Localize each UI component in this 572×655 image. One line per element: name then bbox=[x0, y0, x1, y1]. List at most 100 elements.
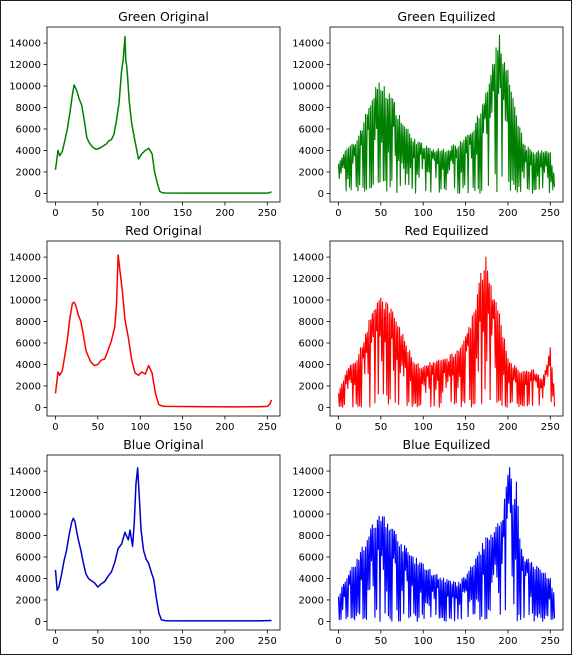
blue-original-panel: Blue Original 0 50 100 150 200 250 0 2000 4000 600… bbox=[9, 437, 281, 647]
red-equalized-y-tick-label: 0 bbox=[318, 403, 324, 414]
green-equalized-x-tick-label: 150 bbox=[456, 208, 475, 219]
red-equalized-y-tick-label: 4000 bbox=[299, 360, 324, 371]
blue-original-y-tick-label: 0 bbox=[35, 617, 41, 628]
red-equalized-panel: Red Equilized 0 50 100 150 200 250 0 2000 4000 600… bbox=[292, 223, 564, 433]
red-original-y-tick-label: 10000 bbox=[9, 296, 41, 307]
red-equalized-y-tick-label: 14000 bbox=[292, 253, 324, 264]
green-original-y-tick-label: 0 bbox=[35, 189, 41, 200]
green-original-x-tick-label: 100 bbox=[131, 208, 150, 219]
blue-original-y-tick-label: 8000 bbox=[16, 531, 41, 542]
red-original-series-line bbox=[54, 254, 273, 408]
green-original-x-tick-label: 250 bbox=[258, 208, 277, 219]
red-original-y-tick-label: 2000 bbox=[16, 381, 41, 392]
red-original-y-tick-label: 8000 bbox=[16, 317, 41, 328]
red-equalized-series-line bbox=[337, 256, 556, 408]
green-equalized-x-tick-label: 250 bbox=[541, 208, 560, 219]
blue-equalized-x-tick-label: 150 bbox=[456, 636, 475, 647]
blue-original-y-tick-label: 12000 bbox=[9, 488, 41, 499]
red-original-axes-frame bbox=[46, 240, 281, 417]
red-equalized-x-tick-label: 0 bbox=[335, 422, 341, 433]
blue-equalized-x-tick-label: 50 bbox=[374, 636, 387, 647]
green-original-y-tick-label: 12000 bbox=[9, 60, 41, 71]
green-original-x-tick-label: 150 bbox=[173, 208, 192, 219]
red-original-x-tick-label: 200 bbox=[215, 422, 234, 433]
green-original-x-tick-label: 0 bbox=[52, 208, 58, 219]
blue-original-x-tick-label: 250 bbox=[258, 636, 277, 647]
red-original-panel: Red Original 0 50 100 150 200 250 0 2000 4000 6000… bbox=[9, 223, 281, 433]
blue-original-x-tick-label: 0 bbox=[52, 636, 58, 647]
blue-original-x-tick-label: 50 bbox=[91, 636, 104, 647]
green-equalized-x-tick-label: 0 bbox=[335, 208, 341, 219]
green-equalized-y-tick-label: 14000 bbox=[292, 39, 324, 50]
red-original-y-tick-label: 12000 bbox=[9, 274, 41, 285]
red-equalized-x-tick-label: 50 bbox=[374, 422, 387, 433]
green-equalized-y-tick-label: 4000 bbox=[299, 146, 324, 157]
blue-original-axes-frame bbox=[46, 454, 281, 631]
green-original-y-tick-label: 14000 bbox=[9, 39, 41, 50]
blue-equalized-x-tick-label: 250 bbox=[541, 636, 560, 647]
red-original-x-tick-label: 0 bbox=[52, 422, 58, 433]
blue-original-y-tick-label: 10000 bbox=[9, 510, 41, 521]
blue-original-x-tick-label: 100 bbox=[131, 636, 150, 647]
red-equalized-y-tick-label: 8000 bbox=[299, 317, 324, 328]
green-equalized-axes-frame bbox=[329, 26, 564, 203]
blue-equalized-y-tick-label: 0 bbox=[318, 617, 324, 628]
green-equalized-y-tick-label: 0 bbox=[318, 189, 324, 200]
blue-equalized-y-tick-label: 12000 bbox=[292, 488, 324, 499]
blue-equalized-series-line bbox=[337, 466, 556, 622]
green-equalized-y-tick-label: 10000 bbox=[292, 82, 324, 93]
green-equalized-y-tick-label: 12000 bbox=[292, 60, 324, 71]
blue-original-y-tick-label: 6000 bbox=[16, 552, 41, 563]
blue-equalized-y-tick-label: 14000 bbox=[292, 467, 324, 478]
blue-original-x-tick-label: 200 bbox=[215, 636, 234, 647]
red-equalized-axes-frame bbox=[329, 240, 564, 417]
red-equalized-x-tick-label: 100 bbox=[414, 422, 433, 433]
red-original-title: Red Original bbox=[125, 223, 202, 238]
blue-equalized-x-tick-label: 0 bbox=[335, 636, 341, 647]
green-equalized-x-tick-label: 100 bbox=[414, 208, 433, 219]
red-equalized-y-tick-label: 12000 bbox=[292, 274, 324, 285]
red-original-x-tick-label: 250 bbox=[258, 422, 277, 433]
blue-equalized-y-tick-label: 2000 bbox=[299, 595, 324, 606]
red-original-x-tick-label: 50 bbox=[91, 422, 104, 433]
blue-original-y-tick-label: 4000 bbox=[16, 574, 41, 585]
red-equalized-y-tick-label: 6000 bbox=[299, 338, 324, 349]
red-original-y-tick-label: 4000 bbox=[16, 360, 41, 371]
green-original-x-tick-label: 50 bbox=[91, 208, 104, 219]
green-original-axes-frame bbox=[46, 26, 281, 203]
green-original-y-tick-label: 2000 bbox=[16, 167, 41, 178]
red-original-x-tick-label: 150 bbox=[173, 422, 192, 433]
green-original-y-tick-label: 10000 bbox=[9, 82, 41, 93]
blue-equalized-x-tick-label: 200 bbox=[498, 636, 517, 647]
red-original-y-tick-label: 6000 bbox=[16, 338, 41, 349]
green-original-y-tick-label: 4000 bbox=[16, 146, 41, 157]
green-equalized-y-tick-label: 2000 bbox=[299, 167, 324, 178]
green-equalized-y-tick-label: 8000 bbox=[299, 103, 324, 114]
blue-equalized-x-tick-label: 100 bbox=[414, 636, 433, 647]
blue-original-series-line bbox=[54, 467, 272, 622]
blue-original-x-tick-label: 150 bbox=[173, 636, 192, 647]
blue-original-y-tick-label: 2000 bbox=[16, 595, 41, 606]
blue-equalized-panel: Blue Equilized 0 50 100 150 200 250 0 2000 4000 60… bbox=[292, 437, 564, 647]
green-equalized-title: Green Equilized bbox=[397, 9, 495, 24]
red-equalized-title: Red Equilized bbox=[404, 223, 488, 238]
red-original-y-tick-label: 14000 bbox=[9, 253, 41, 264]
blue-equalized-axes-frame bbox=[329, 454, 564, 631]
green-equalized-y-tick-label: 6000 bbox=[299, 124, 324, 135]
green-equalized-panel: Green Equilized 0 50 100 150 200 250 0 2000 4000 6… bbox=[292, 9, 564, 219]
blue-equalized-y-tick-label: 10000 bbox=[292, 510, 324, 521]
green-original-y-tick-label: 8000 bbox=[16, 103, 41, 114]
blue-equalized-title: Blue Equilized bbox=[403, 437, 491, 452]
blue-equalized-y-tick-label: 8000 bbox=[299, 531, 324, 542]
red-equalized-x-tick-label: 200 bbox=[498, 422, 517, 433]
green-original-x-tick-label: 200 bbox=[215, 208, 234, 219]
red-original-x-tick-label: 100 bbox=[131, 422, 150, 433]
green-original-series-line bbox=[54, 35, 272, 194]
blue-original-title: Blue Original bbox=[123, 437, 204, 452]
red-equalized-x-tick-label: 150 bbox=[456, 422, 475, 433]
green-original-title: Green Original bbox=[118, 9, 209, 24]
blue-equalized-y-tick-label: 4000 bbox=[299, 574, 324, 585]
green-original-panel: Green Original 0 50 100 150 200 250 0 2000 4000 60… bbox=[9, 9, 281, 219]
